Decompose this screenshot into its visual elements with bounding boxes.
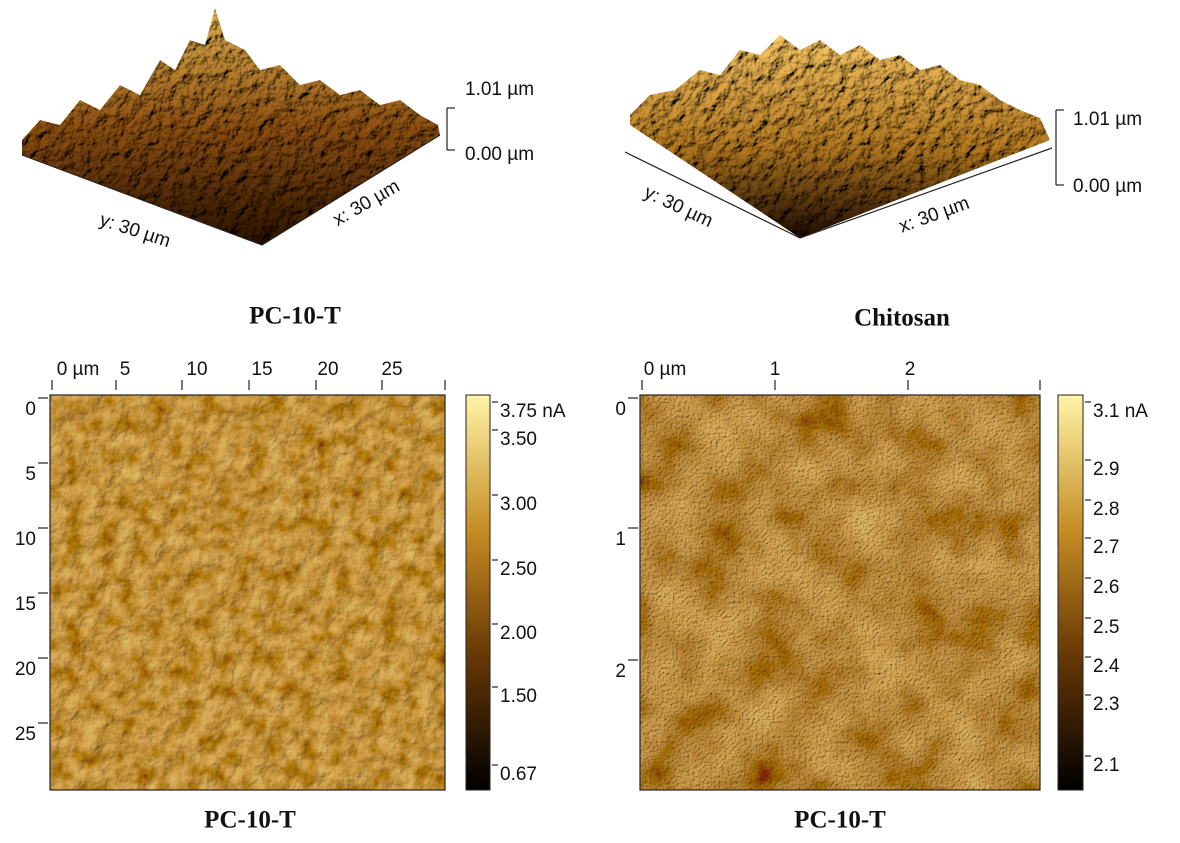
surface-3d: 1.01 µm 0.00 µm y: 30 µm x: 30 µm PC-10-… [22, 8, 534, 330]
colorbar-label: 2.9 [1093, 459, 1119, 480]
top-tick-label: 1 [770, 359, 781, 380]
colorbar-label: 2.8 [1093, 499, 1119, 520]
colorbar-label: 2.7 [1093, 537, 1119, 558]
colorbar [1058, 395, 1083, 790]
left-tick-label: 15 [15, 594, 36, 615]
surface-3d: 1.01 µm 0.00 µm y: 30 µm x: 30 µm Chitos… [625, 35, 1142, 332]
image-texture [640, 395, 1040, 790]
colorbar-label: 2.50 [500, 559, 537, 580]
caption: PC-10-T [794, 807, 886, 834]
top-tick-label: 10 [186, 359, 207, 380]
top-tick-label: 0 µm [57, 359, 100, 380]
left-tick-label: 0 [615, 399, 626, 420]
image-2d: PC-10-T 0 µm 1 2 0 1 2 3.1 nA 2.9 2.8 2.7 2.6 2.5 2.… [615, 359, 1148, 834]
left-tick-label: 2 [615, 661, 626, 682]
colorbar-label: 2.6 [1093, 577, 1119, 598]
colorbar-label: 1.50 [500, 686, 537, 707]
colorbar-label: 2.5 [1093, 617, 1119, 638]
left-tick-label: 10 [15, 529, 36, 550]
colorbar-label: 3.1 nA [1093, 401, 1148, 422]
image-texture [50, 395, 445, 790]
top-tick-label: 5 [120, 359, 131, 380]
y-axis-label: y: 30 µm [641, 182, 716, 232]
z-top-label: 1.01 µm [1073, 109, 1142, 130]
caption: PC-10-T [204, 807, 296, 834]
caption: PC-10-T [249, 303, 341, 330]
top-tick-label: 0 µm [644, 359, 687, 380]
z-bottom-label: 0.00 µm [465, 144, 534, 165]
left-tick-label: 20 [15, 659, 36, 680]
left-tick-label: 5 [25, 464, 36, 485]
image-2d: PC-10-T 0 µm 5 10 15 20 25 0 5 10 15 20 25 3.75 nA 3.… [15, 359, 566, 834]
colorbar-label: 2.1 [1093, 755, 1119, 776]
left-tick-label: 1 [615, 529, 626, 550]
colorbar-label: 3.00 [500, 494, 537, 515]
z-bottom-label: 0.00 µm [1073, 176, 1142, 197]
top-tick-label: 2 [905, 359, 916, 380]
colorbar-label: 2.3 [1093, 694, 1119, 715]
colorbar-label: 2.4 [1093, 656, 1120, 677]
left-tick-label: 25 [15, 724, 36, 745]
caption: Chitosan [854, 305, 950, 332]
surface [22, 8, 440, 245]
y-axis-label: y: 30 µm [97, 210, 173, 253]
top-tick-label: 15 [251, 359, 272, 380]
figure: 1.01 µm 0.00 µm y: 30 µm x: 30 µm PC-10-… [0, 0, 1180, 843]
z-top-label: 1.01 µm [465, 79, 534, 100]
colorbar-label: 0.67 [500, 764, 537, 785]
colorbar [466, 395, 490, 790]
colorbar-label: 3.75 nA [500, 401, 566, 422]
top-tick-label: 20 [317, 359, 338, 380]
top-tick-label: 25 [381, 359, 402, 380]
colorbar-label: 2.00 [500, 623, 537, 644]
colorbar-label: 3.50 [500, 429, 537, 450]
left-tick-label: 0 [25, 399, 36, 420]
